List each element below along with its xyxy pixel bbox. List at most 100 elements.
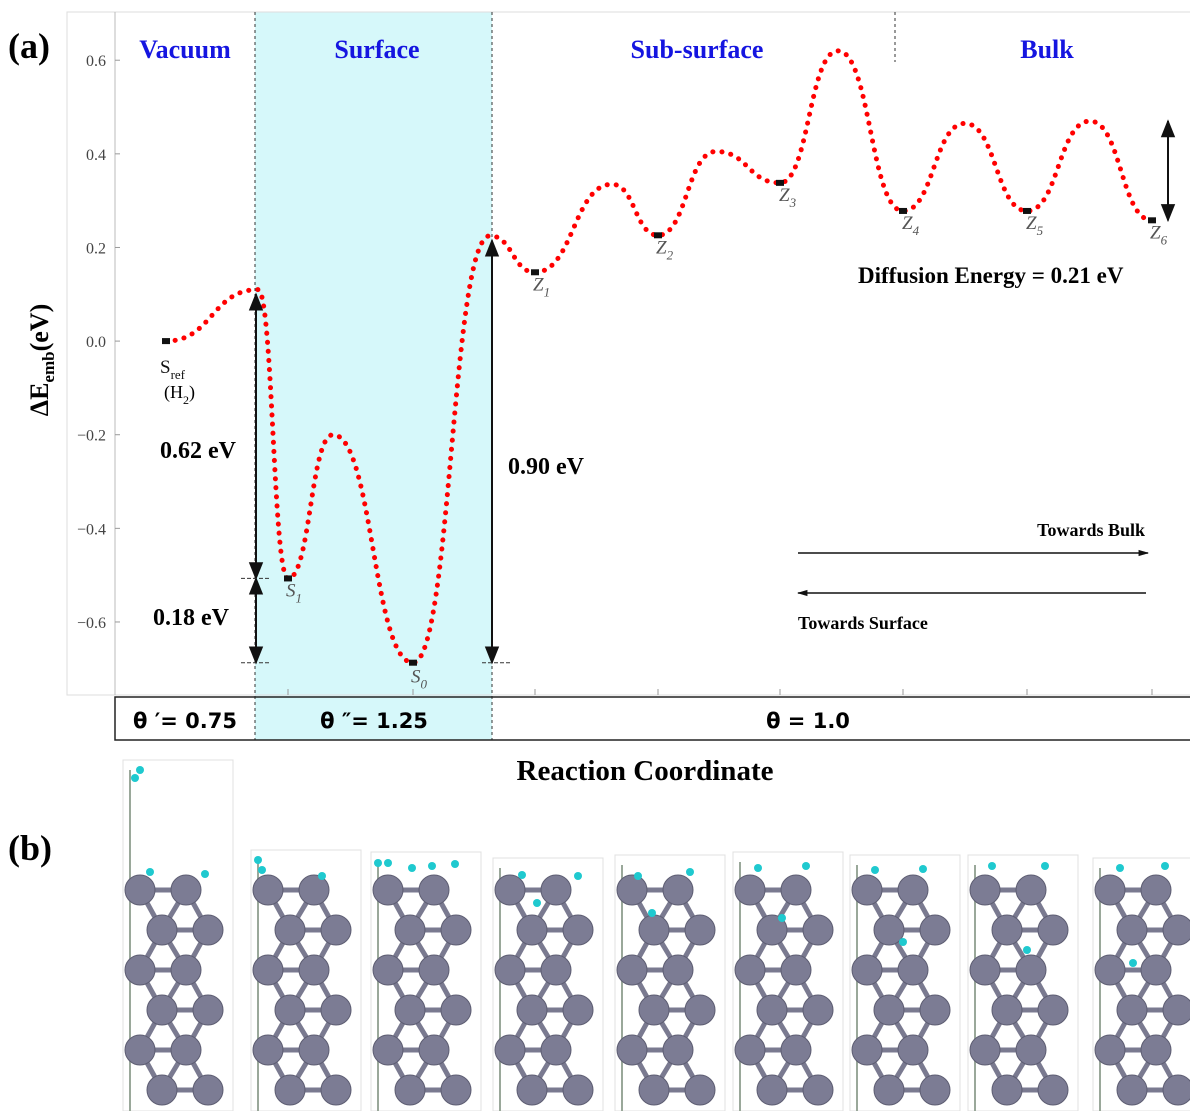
annotation: 0.62 eV (160, 438, 237, 464)
label-main: Z (902, 213, 913, 234)
annotation: Towards Surface (798, 613, 928, 633)
metal-atom (193, 1075, 223, 1105)
metal-atom (321, 995, 351, 1025)
label-sub: 3 (789, 195, 797, 210)
metal-atom (617, 875, 647, 905)
metal-atom (147, 915, 177, 945)
metal-atom (663, 1035, 693, 1065)
metal-atom (299, 955, 329, 985)
coverage-label: θ = 1.0 (766, 709, 850, 733)
panel-label: (a) (8, 26, 50, 66)
metal-atom (685, 915, 715, 945)
h-atom (518, 871, 526, 879)
h-atom (919, 865, 927, 873)
metal-atom (970, 955, 1000, 985)
metal-atom (147, 1075, 177, 1105)
h-atom (201, 870, 209, 878)
metal-atom (735, 1035, 765, 1065)
metal-atom (125, 955, 155, 985)
metal-atom (992, 1075, 1022, 1105)
page: {"chart_data": { "type": "line", "panel_… (0, 0, 1190, 1111)
point-label: Z6 (1150, 222, 1168, 247)
h-atom (648, 909, 656, 917)
label-sub: 1 (544, 284, 551, 299)
region-label: Vacuum (139, 35, 231, 64)
figure: −0.6−0.4−0.20.00.20.40.6VacuumSurfaceSub… (0, 0, 1190, 1111)
metal-atom (1038, 915, 1068, 945)
metal-atom (992, 995, 1022, 1025)
metal-atom (395, 995, 425, 1025)
metal-atom (1095, 875, 1125, 905)
metal-atom (1163, 1075, 1190, 1105)
metal-atom (125, 1035, 155, 1065)
metal-atom (1016, 955, 1046, 985)
label-main: Z (1026, 213, 1037, 234)
h-atom (451, 860, 459, 868)
metal-atom (275, 915, 305, 945)
metal-atom (898, 1035, 928, 1065)
metal-atom (321, 1075, 351, 1105)
metal-atom (193, 915, 223, 945)
metal-atom (781, 875, 811, 905)
h-atom (428, 862, 436, 870)
label-sub: 4 (913, 223, 920, 238)
metal-atom (419, 875, 449, 905)
metal-atom (495, 1035, 525, 1065)
metal-atom (1141, 955, 1171, 985)
metal-atom (1016, 875, 1046, 905)
h-atom (1161, 862, 1169, 870)
annotation: 0.90 eV (508, 454, 585, 480)
y-tick-label: 0.6 (86, 53, 106, 70)
structures (123, 760, 1190, 1111)
label-sub: 0 (421, 677, 428, 692)
metal-atom (735, 875, 765, 905)
label-sub: 1 (296, 590, 303, 605)
metal-atom (874, 995, 904, 1025)
h-atom (1116, 864, 1124, 872)
h-atom (754, 864, 762, 872)
metal-atom (441, 1075, 471, 1105)
metal-atom (441, 995, 471, 1025)
metal-atom (1038, 1075, 1068, 1105)
metal-atom (1163, 995, 1190, 1025)
metal-atom (171, 955, 201, 985)
panel-label: (b) (8, 828, 52, 868)
h-atom (574, 872, 582, 880)
metal-atom (617, 955, 647, 985)
label-sub: 6 (1161, 232, 1168, 247)
h-atom (871, 866, 879, 874)
y-tick-label: 0.2 (86, 240, 106, 257)
label-main: ΔE (25, 383, 54, 417)
metal-atom (517, 995, 547, 1025)
h-atom (533, 899, 541, 907)
metal-atom (685, 995, 715, 1025)
h-atom (408, 864, 416, 872)
metal-atom (663, 875, 693, 905)
label-main: Z (533, 274, 544, 295)
metal-atom (275, 995, 305, 1025)
coverage-label: θ ′= 0.75 (133, 709, 237, 733)
point-label: Z1 (533, 274, 550, 299)
metal-atom (373, 875, 403, 905)
y-tick-label: 0.4 (86, 147, 106, 164)
metal-atom (1117, 915, 1147, 945)
metal-atom (1163, 915, 1190, 945)
metal-atom (992, 915, 1022, 945)
label-main: (H (164, 382, 183, 403)
metal-atom (419, 955, 449, 985)
x-axis-label: Reaction Coordinate (517, 755, 774, 787)
h-atom (802, 862, 810, 870)
metal-atom (920, 995, 950, 1025)
region-label: Bulk (1020, 35, 1074, 64)
h-atom (686, 868, 694, 876)
metal-atom (735, 955, 765, 985)
metal-atom (803, 915, 833, 945)
metal-atom (299, 875, 329, 905)
label-main: Z (779, 185, 790, 206)
metal-atom (395, 1075, 425, 1105)
h-atom (1041, 862, 1049, 870)
metal-atom (373, 1035, 403, 1065)
y-tick-label: −0.4 (77, 521, 106, 538)
label-main: Z (656, 237, 667, 258)
metal-atom (852, 875, 882, 905)
